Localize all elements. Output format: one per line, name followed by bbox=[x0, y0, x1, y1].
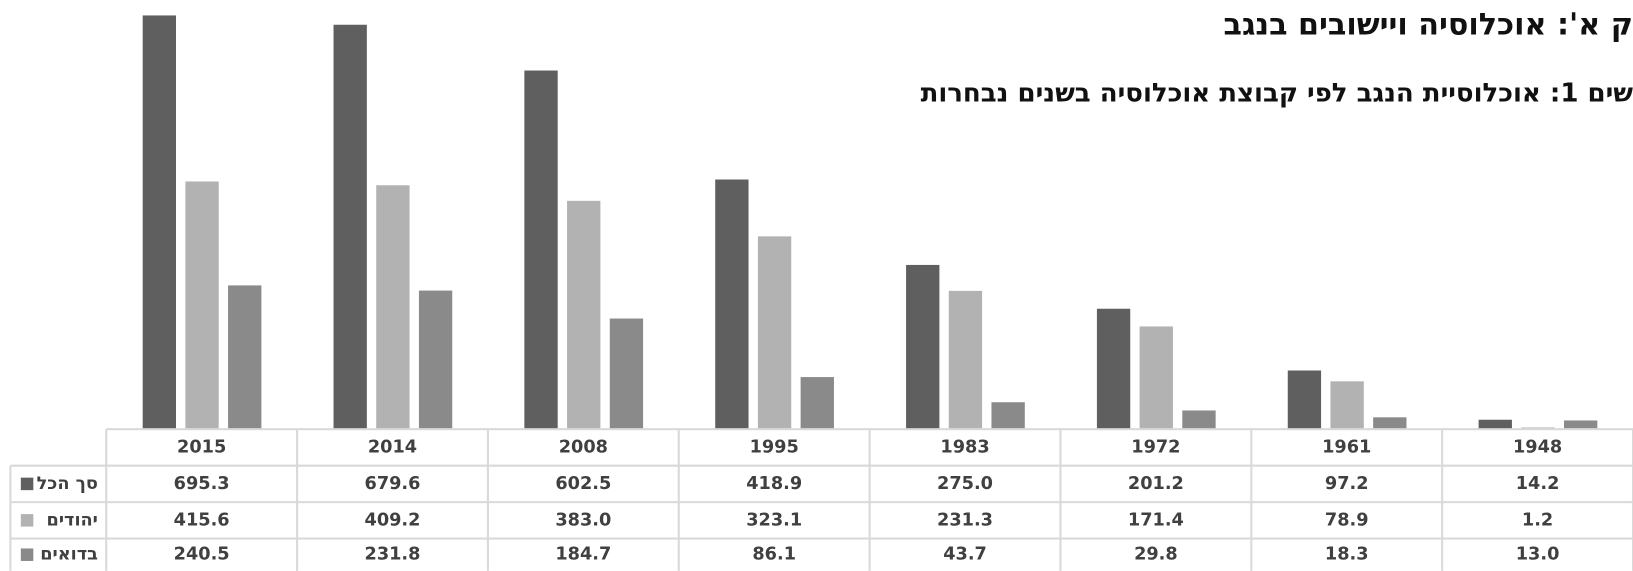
table-value: 231.8 bbox=[365, 545, 421, 565]
x-tick-label: 1961 bbox=[1322, 437, 1371, 457]
table-value: 97.2 bbox=[1325, 474, 1369, 494]
table-value: 231.3 bbox=[937, 510, 993, 530]
table-value: 184.7 bbox=[555, 545, 611, 565]
bar bbox=[333, 24, 367, 429]
bar bbox=[757, 236, 792, 429]
bar bbox=[715, 179, 749, 429]
legend-label: בדואים bbox=[40, 545, 98, 565]
x-tick-label: 1995 bbox=[750, 437, 799, 457]
bar bbox=[800, 377, 834, 429]
table-value: 78.9 bbox=[1325, 510, 1369, 530]
table-value: 43.7 bbox=[943, 545, 987, 565]
bar bbox=[567, 200, 601, 429]
bar bbox=[1564, 420, 1598, 429]
legend-swatch bbox=[20, 477, 34, 491]
bar bbox=[1287, 370, 1322, 429]
bar bbox=[1182, 410, 1216, 429]
bar bbox=[185, 181, 219, 429]
bar bbox=[1096, 308, 1131, 429]
legend-label: סך הכל bbox=[37, 474, 98, 494]
table-value: 14.2 bbox=[1516, 474, 1560, 494]
x-tick-label: 1948 bbox=[1513, 437, 1562, 457]
table-value: 383.0 bbox=[555, 510, 611, 530]
table-value: 695.3 bbox=[174, 474, 230, 494]
legend-swatch bbox=[20, 548, 34, 561]
x-tick-label: 1983 bbox=[940, 437, 989, 457]
bar bbox=[142, 15, 177, 429]
chart-subtitle: שים 1: אוכלוסיית הנגב לפי קבוצת אוכלוסיה… bbox=[921, 78, 1633, 108]
bar bbox=[609, 318, 644, 429]
bar bbox=[1478, 419, 1512, 429]
table-value: 171.4 bbox=[1128, 510, 1184, 530]
table-value: 415.6 bbox=[174, 510, 230, 530]
table-value: 418.9 bbox=[746, 474, 802, 494]
table-value: 18.3 bbox=[1325, 545, 1369, 565]
table-value: 275.0 bbox=[937, 474, 993, 494]
x-tick-label: 2008 bbox=[559, 437, 608, 457]
bar bbox=[418, 290, 453, 429]
bar bbox=[1521, 427, 1555, 429]
table-value: 86.1 bbox=[752, 545, 796, 565]
table-value: 13.0 bbox=[1516, 545, 1560, 565]
chart-title: ק א': אוכלוסיה ויישובים בנגב bbox=[1224, 8, 1633, 43]
x-tick-label: 1972 bbox=[1131, 437, 1180, 457]
bar bbox=[948, 290, 983, 429]
table-value: 1.2 bbox=[1522, 510, 1553, 530]
table-value: 29.8 bbox=[1134, 545, 1178, 565]
bar bbox=[376, 185, 410, 429]
bar bbox=[1330, 381, 1364, 429]
x-tick-label: 2015 bbox=[177, 437, 226, 457]
table-value: 602.5 bbox=[555, 474, 611, 494]
table-value: 201.2 bbox=[1128, 474, 1184, 494]
legend-swatch bbox=[20, 514, 34, 527]
bar bbox=[228, 285, 262, 429]
bar bbox=[1139, 326, 1173, 429]
legend-label: יהודים bbox=[47, 510, 98, 530]
bar bbox=[991, 402, 1025, 429]
bar bbox=[1373, 417, 1407, 429]
table-value: 679.6 bbox=[365, 474, 421, 494]
bar bbox=[906, 264, 940, 429]
table-value: 240.5 bbox=[174, 545, 230, 565]
x-tick-label: 2014 bbox=[368, 437, 417, 457]
bar bbox=[524, 70, 558, 429]
table-value: 409.2 bbox=[365, 510, 421, 530]
table-value: 323.1 bbox=[746, 510, 802, 530]
